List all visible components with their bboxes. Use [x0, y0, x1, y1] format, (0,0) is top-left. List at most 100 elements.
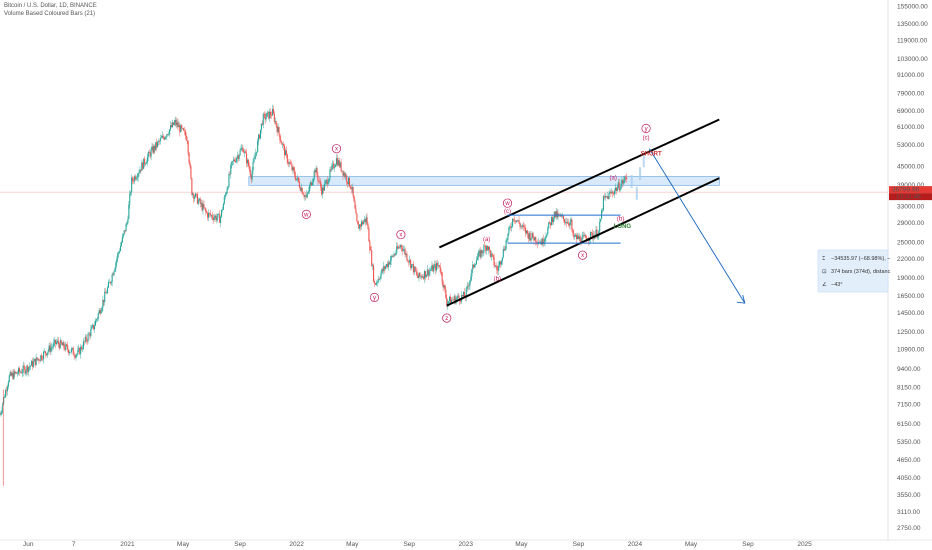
candle-body: [368, 228, 370, 242]
candle-body: [275, 121, 277, 126]
candle-body: [617, 182, 619, 188]
candle-body: [301, 187, 303, 194]
candle-body: [478, 250, 480, 253]
countdown-value: 10:11:46: [896, 194, 921, 201]
candle-body: [181, 125, 183, 129]
candle-body: [309, 182, 312, 186]
candle-body: [442, 281, 444, 288]
candle-body: [338, 160, 340, 167]
candle-body: [314, 170, 316, 173]
candle-body: [447, 302, 449, 305]
candle-body: [410, 259, 412, 268]
price-tick-label: 10900.00: [897, 347, 924, 354]
candle-body: [246, 153, 248, 164]
candle-body: [454, 296, 456, 304]
candle-body: [134, 176, 136, 180]
candle-body: [569, 222, 571, 226]
candle-body: [469, 280, 471, 286]
candle-body: [18, 368, 21, 372]
wave-marker: [502, 198, 513, 208]
candle-body: [373, 265, 375, 282]
time-tick-label: Sep: [403, 541, 415, 548]
candle-body: [119, 251, 121, 253]
candle-body: [80, 346, 82, 355]
candle-body: [90, 329, 92, 337]
candle-body: [65, 344, 67, 350]
candle-body: [296, 177, 299, 179]
wave-text-label: (b): [494, 276, 501, 282]
candle-body: [233, 159, 235, 161]
candle-body: [54, 339, 56, 343]
candle-body: [610, 192, 612, 194]
price-tick-label: 6150.00: [897, 421, 921, 428]
candle-body: [492, 254, 494, 257]
candle-body: [439, 266, 441, 273]
candle-body: [432, 265, 434, 272]
candle-body: [530, 238, 532, 241]
candle-body: [158, 141, 160, 142]
candle-body: [252, 162, 254, 171]
candle-body: [293, 167, 295, 171]
candle-body: [371, 250, 373, 266]
candle-body: [575, 234, 577, 236]
candle-body: [436, 263, 439, 266]
candle-body: [318, 180, 320, 182]
candle-body: [391, 255, 393, 257]
candle-body: [470, 276, 472, 281]
candle-body: [549, 222, 551, 223]
measure-bars: 374 bars (374d), distanc: [831, 269, 891, 275]
candle-body: [189, 162, 191, 167]
candle-body: [372, 265, 374, 266]
candle-body: [63, 342, 65, 348]
candle-body: [125, 224, 127, 232]
candle-body: [218, 213, 220, 215]
candle-body: [615, 187, 617, 191]
candle-body: [319, 181, 321, 182]
candle-body: [403, 249, 405, 250]
candle-body: [50, 347, 52, 352]
candle-body: [393, 254, 395, 257]
candle-body: [70, 348, 72, 352]
candle-body: [467, 285, 469, 287]
candle-body: [101, 307, 103, 312]
candle-body: [597, 236, 599, 238]
candle-body: [613, 193, 615, 195]
candle-body: [75, 354, 77, 358]
wave-marker: [369, 292, 380, 303]
candle-body: [480, 250, 482, 258]
candle-body: [228, 174, 230, 187]
candle-body: [456, 297, 458, 299]
wave-marker-label: x: [399, 233, 402, 239]
candle-body: [390, 255, 392, 261]
price-tick-label: 4050.00: [897, 475, 921, 482]
candle-body: [408, 261, 410, 263]
wave-text-label: (a): [609, 176, 616, 182]
candle-body: [179, 125, 181, 133]
candle-body: [262, 113, 264, 125]
wave-text-label: SHORT: [641, 152, 662, 158]
candle-body: [560, 215, 562, 217]
candle-body: [141, 162, 143, 171]
candle-body: [56, 340, 59, 343]
candle-body: [548, 222, 550, 228]
candle-body: [396, 246, 398, 253]
time-tick-label: 2023: [459, 541, 474, 548]
candle-body: [347, 177, 350, 184]
candle-body: [510, 226, 512, 228]
candle-body: [123, 230, 125, 234]
candle-body: [607, 196, 609, 200]
candle-body: [322, 187, 325, 191]
candle-body: [137, 173, 139, 178]
candle-body: [425, 274, 427, 278]
candle-body: [106, 287, 109, 293]
candle-body: [220, 216, 222, 223]
candle-body: [13, 371, 15, 379]
candle-body: [404, 249, 406, 255]
forecast-bar: [635, 186, 638, 200]
candle-body: [168, 134, 170, 135]
candle-body: [437, 265, 439, 266]
candle-body: [359, 224, 361, 229]
candle-body: [503, 248, 505, 251]
candle-body: [346, 175, 348, 182]
